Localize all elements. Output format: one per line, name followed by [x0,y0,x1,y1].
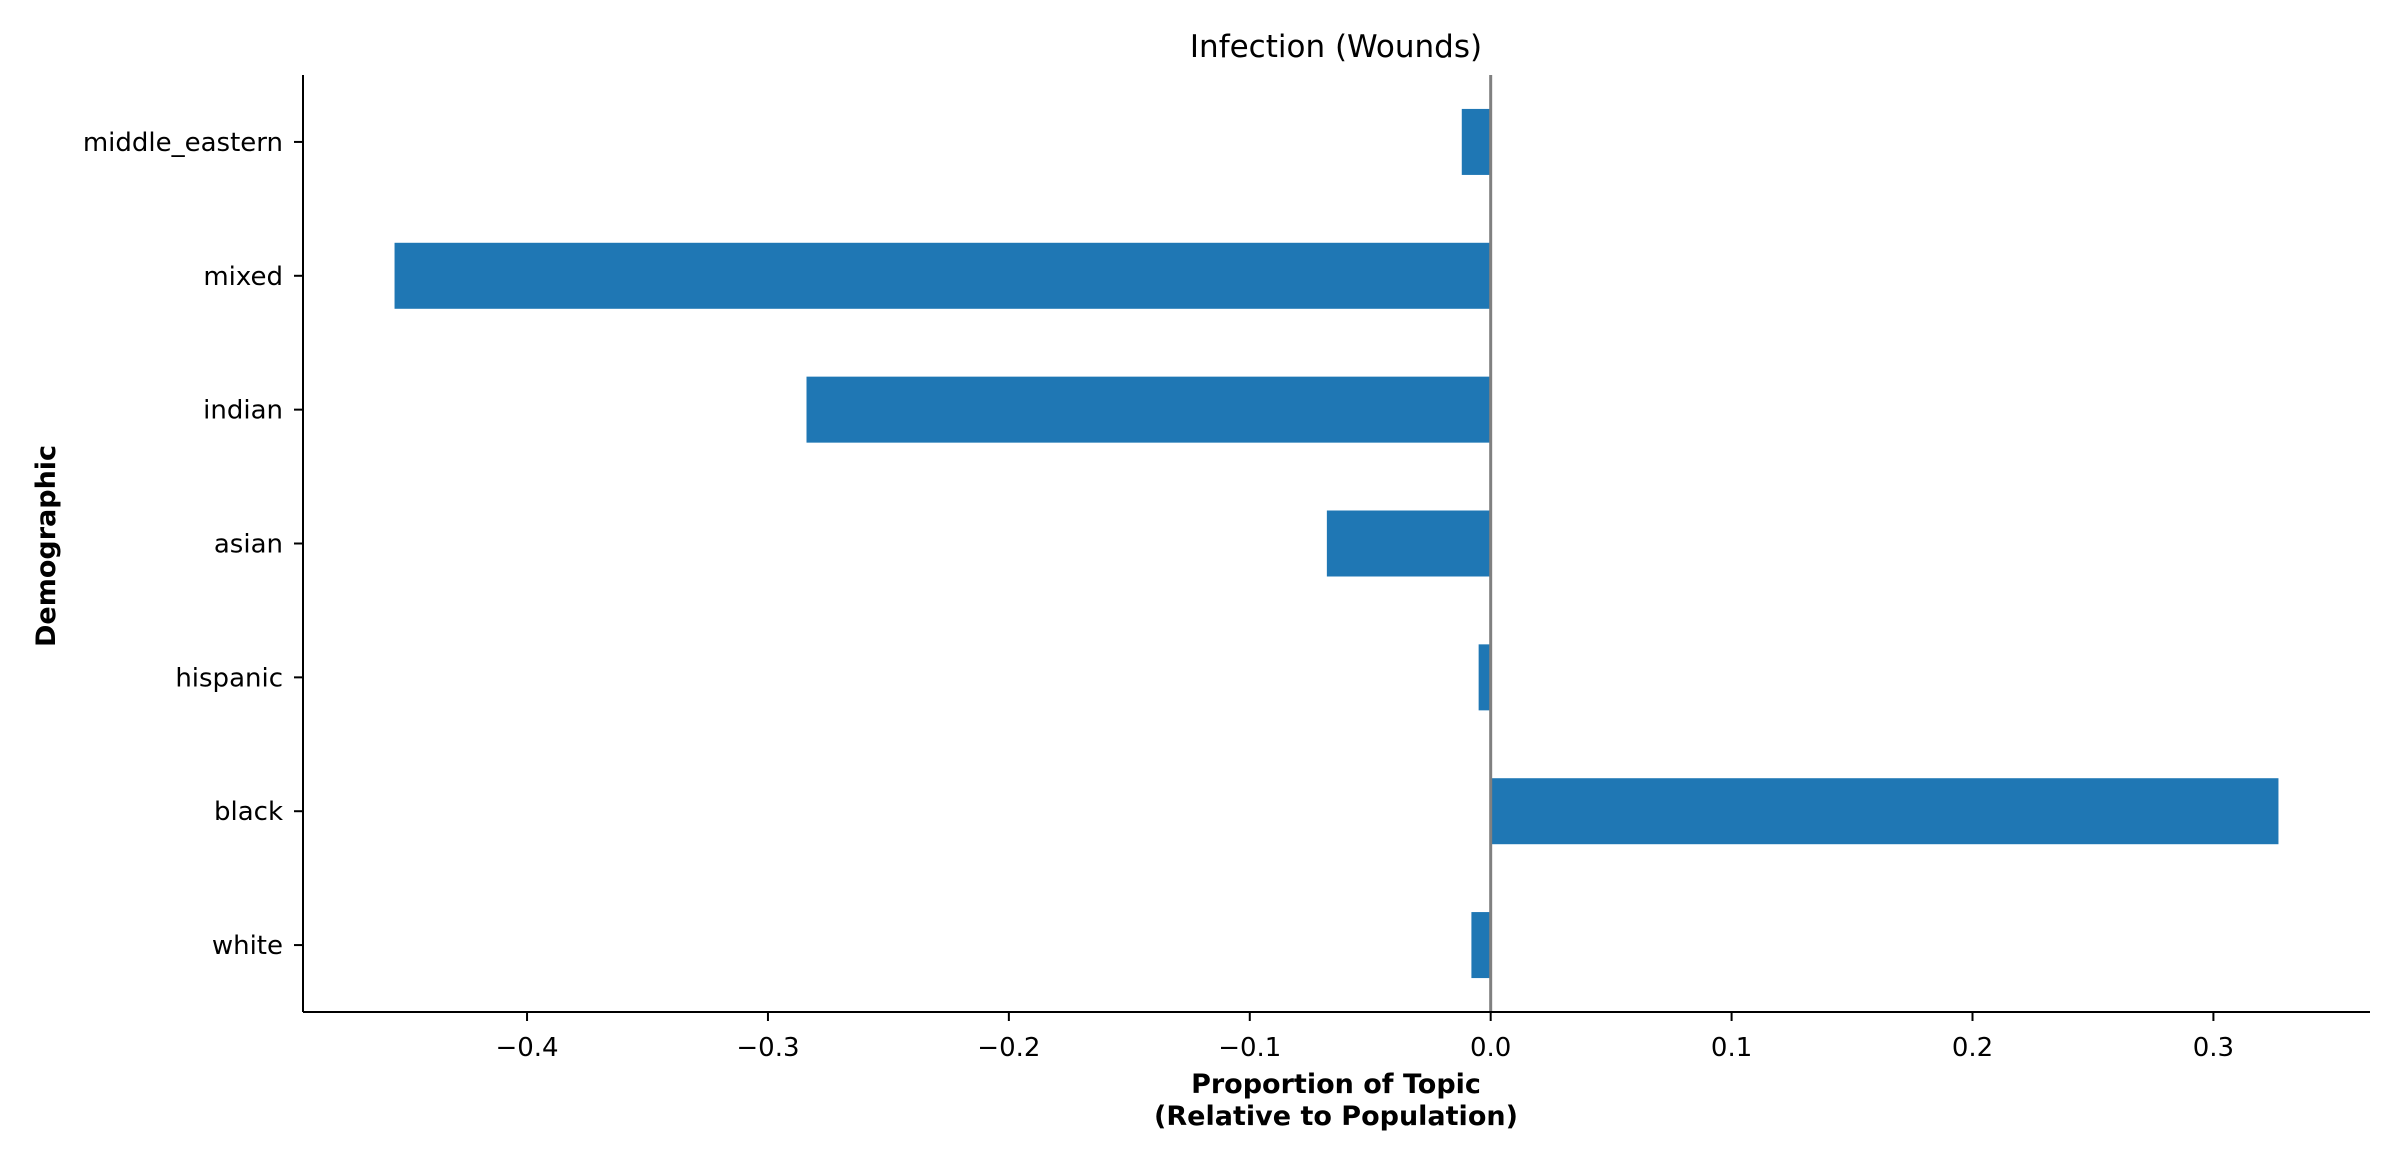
x-tick-label: −0.2 [977,1033,1040,1063]
x-tick-label: 0.2 [1952,1033,1993,1063]
y-tick-label: hispanic [175,663,283,693]
y-tick-label: mixed [203,262,283,292]
y-axis-label: Demographic [31,445,62,647]
x-axis-label-line-1: Proportion of Topic [1191,1069,1481,1100]
bar-indian [806,376,1491,443]
bar-mixed [394,242,1491,309]
bars-group [394,108,2279,979]
x-tick-label: −0.1 [1218,1033,1281,1063]
x-tick-label: −0.4 [495,1033,558,1063]
x-tick-label: 0.1 [1711,1033,1752,1063]
bar-hispanic [1478,644,1491,711]
y-tick-label: indian [203,396,283,426]
x-axis-label-line-2: (Relative to Population) [1154,1101,1518,1132]
bar-asian [1326,510,1491,577]
x-tick-label: 0.0 [1470,1033,1511,1063]
y-tick-label: middle_eastern [83,128,283,158]
y-tick-label: asian [214,530,283,560]
y-ticks-group: white black hispanic asian indian mixed middle… [83,128,303,961]
y-tick-label: black [214,797,283,827]
bar-white [1471,912,1491,979]
x-ticks-group: −0.4 −0.3 −0.2 −0.1 0.0 0.1 0.2 0.3 [495,1012,2234,1063]
x-tick-label: 0.3 [2193,1033,2234,1063]
chart-title: Infection (Wounds) [1190,29,1482,65]
y-tick-label: white [212,931,283,961]
bar-black [1490,778,2279,845]
x-tick-label: −0.3 [736,1033,799,1063]
bar-middle_eastern [1461,108,1491,175]
